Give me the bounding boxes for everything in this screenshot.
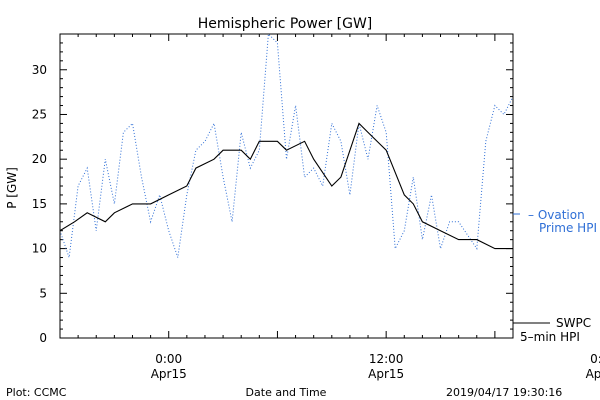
chart-title: Hemispheric Power [GW] (198, 16, 373, 32)
plot-frame (59, 33, 514, 339)
y-axis-ticks: 0 5 10 15 20 25 30 (32, 33, 513, 345)
x-tick-date-label: Apr15 (368, 367, 404, 381)
x-tick-time-label: 12:00 (369, 352, 404, 366)
y-tick-label: 5 (39, 286, 47, 300)
x-tick-date-label: Apr16 (586, 367, 600, 381)
y-tick-label: 20 (32, 152, 47, 166)
legend-ovation-line2: Prime HPI (539, 221, 597, 235)
y-tick-label: 30 (32, 63, 47, 77)
legend-swpc-line1: SWPC (556, 316, 591, 330)
x-axis-label: Date and Time (246, 386, 327, 399)
y-tick-label: 15 (32, 197, 47, 211)
x-tick-time-label: 0:00 (155, 352, 182, 366)
series-ovation-line (60, 34, 513, 258)
y-tick-label: 0 (39, 331, 47, 345)
footer-credit: Plot: CCMC (6, 386, 67, 399)
legend-swpc-line2: 5–min HPI (520, 330, 580, 344)
x-tick-date-label: Apr15 (151, 367, 187, 381)
y-axis-label: P [GW] (5, 167, 19, 209)
y-tick-label: 10 (32, 242, 47, 256)
x-tick-time-label: 0:00 (590, 352, 600, 366)
footer-timestamp: 2019/04/17 19:30:16 (446, 386, 562, 399)
series-swpc-line (60, 122, 513, 250)
x-axis-ticks: 0:00Apr1512:00Apr150:00Apr1612:00Apr160:… (59, 34, 600, 381)
y-tick-label: 25 (32, 107, 47, 121)
legend-ovation-line1: – Ovation (528, 208, 585, 222)
